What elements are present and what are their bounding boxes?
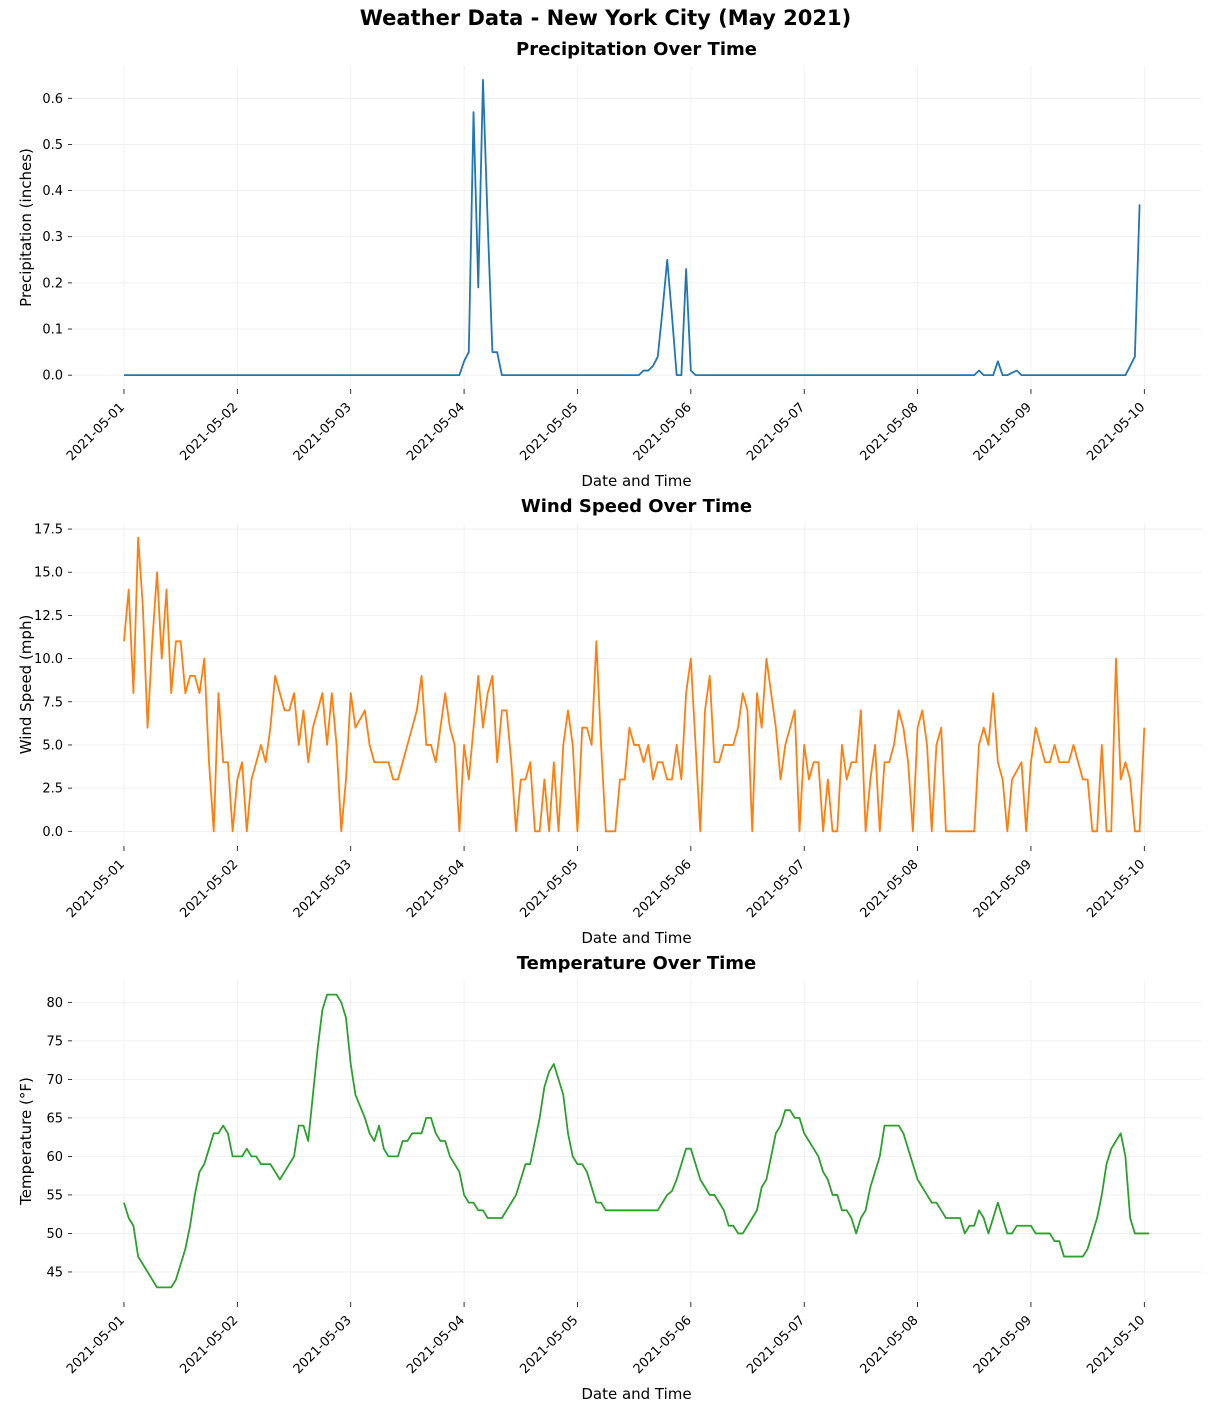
x-tick-label: 2021-05-07 [744, 857, 808, 921]
wind-speed-panel: 0.0 2.5 5.0 7.5 10.0 12.5 15.0 17.5 2021-05-01 20… [17, 496, 1201, 947]
y-tick-label: 70 [46, 1073, 63, 1088]
y-tick-label: 5.0 [42, 738, 63, 753]
temperature-panel: 45 50 55 60 65 70 75 80 2021-05-01 2021-05-02 2021… [17, 953, 1201, 1403]
y-tick-label: 12.5 [34, 609, 63, 624]
y-tick-label: 80 [46, 996, 63, 1011]
y-tick-label: 50 [46, 1227, 63, 1242]
x-tick-label: 2021-05-04 [404, 400, 468, 464]
x-tick-label: 2021-05-03 [291, 857, 355, 921]
x-tick-label: 2021-05-02 [177, 400, 241, 464]
y-tick-label: 65 [46, 1111, 63, 1126]
x-tick-label: 2021-05-04 [404, 1313, 468, 1377]
x-tick-label: 2021-05-09 [971, 1313, 1035, 1377]
precipitation-panel: 0.0 0.1 0.2 0.3 0.4 0.5 0.6 2021-05-01 2021-05-0… [17, 39, 1201, 490]
figure-title: Weather Data - New York City (May 2021) [359, 6, 852, 30]
x-tick-label: 2021-05-02 [177, 1313, 241, 1377]
x-tick-label: 2021-05-03 [291, 1313, 355, 1377]
x-tick-label: 2021-05-08 [858, 1313, 922, 1377]
series-line [123, 78, 1141, 377]
x-tick-label: 2021-05-05 [517, 857, 581, 921]
y-tick-label: 0.1 [42, 323, 63, 338]
y-tick-label: 0.5 [42, 138, 63, 153]
x-tick-label: 2021-05-06 [631, 857, 695, 921]
x-tick-label: 2021-05-04 [404, 857, 468, 921]
y-tick-label: 0.0 [42, 825, 63, 840]
y-axis-label: Wind Speed (mph) [17, 615, 35, 755]
series-line [123, 536, 1146, 833]
panel-title: Precipitation Over Time [516, 39, 757, 60]
y-tick-label: 0.4 [42, 184, 63, 199]
y-tick-label: 0.0 [42, 369, 63, 384]
x-tick-label: 2021-05-08 [858, 400, 922, 464]
x-axis-label: Date and Time [581, 929, 691, 947]
y-tick-label: 7.5 [42, 695, 63, 710]
x-tick-label: 2021-05-01 [64, 857, 128, 921]
y-tick-label: 0.6 [42, 92, 63, 107]
y-axis-label: Precipitation (inches) [17, 148, 35, 307]
panel-title: Temperature Over Time [517, 953, 757, 974]
y-tick-label: 75 [46, 1034, 63, 1049]
y-tick-label: 55 [46, 1188, 63, 1203]
panel-title: Wind Speed Over Time [521, 496, 752, 517]
x-tick-label: 2021-05-10 [1084, 1313, 1148, 1377]
x-axis-label: Date and Time [581, 1385, 691, 1403]
x-tick-label: 2021-05-02 [177, 857, 241, 921]
x-tick-label: 2021-05-10 [1084, 857, 1148, 921]
x-tick-label: 2021-05-05 [517, 400, 581, 464]
x-tick-label: 2021-05-06 [631, 1313, 695, 1377]
x-tick-label: 2021-05-03 [291, 400, 355, 464]
x-axis-label: Date and Time [581, 472, 691, 490]
y-tick-label: 10.0 [34, 652, 63, 667]
x-tick-label: 2021-05-09 [971, 857, 1035, 921]
x-tick-label: 2021-05-09 [971, 400, 1035, 464]
x-tick-label: 2021-05-05 [517, 1313, 581, 1377]
y-tick-label: 60 [46, 1150, 63, 1165]
x-tick-label: 2021-05-06 [631, 400, 695, 464]
y-tick-label: 45 [46, 1265, 63, 1280]
y-axis-label: Temperature (°F) [17, 1077, 35, 1206]
x-tick-label: 2021-05-01 [64, 400, 128, 464]
y-tick-label: 15.0 [34, 566, 63, 581]
y-tick-label: 0.2 [42, 276, 63, 291]
y-tick-label: 2.5 [42, 782, 63, 797]
y-tick-label: 17.5 [34, 523, 63, 538]
x-tick-label: 2021-05-01 [64, 1313, 128, 1377]
x-tick-label: 2021-05-07 [744, 1313, 808, 1377]
y-tick-label: 0.3 [42, 230, 63, 245]
series-line [123, 993, 1150, 1289]
x-tick-label: 2021-05-07 [744, 400, 808, 464]
x-tick-label: 2021-05-08 [858, 857, 922, 921]
x-tick-label: 2021-05-10 [1084, 400, 1148, 464]
